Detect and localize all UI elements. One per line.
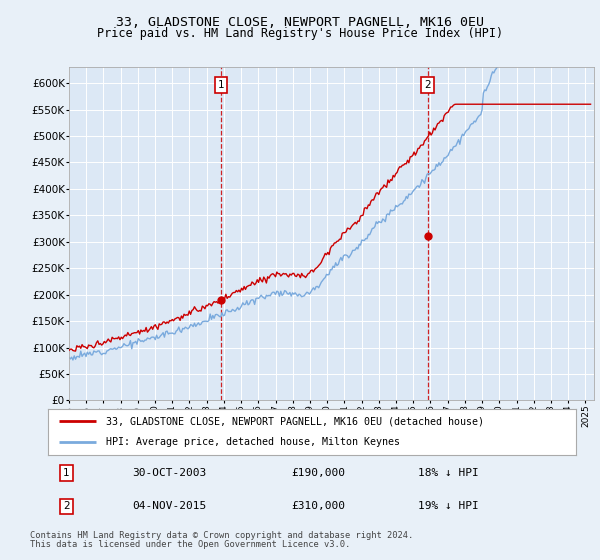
Text: 30-OCT-2003: 30-OCT-2003 [133, 468, 207, 478]
Text: 2: 2 [424, 80, 431, 90]
Text: £310,000: £310,000 [291, 501, 345, 511]
Text: 33, GLADSTONE CLOSE, NEWPORT PAGNELL, MK16 0EU (detached house): 33, GLADSTONE CLOSE, NEWPORT PAGNELL, MK… [106, 416, 484, 426]
Text: £190,000: £190,000 [291, 468, 345, 478]
Text: 1: 1 [63, 468, 70, 478]
Text: 18% ↓ HPI: 18% ↓ HPI [418, 468, 478, 478]
Text: 33, GLADSTONE CLOSE, NEWPORT PAGNELL, MK16 0EU: 33, GLADSTONE CLOSE, NEWPORT PAGNELL, MK… [116, 16, 484, 29]
Text: 1: 1 [218, 80, 224, 90]
Text: 2: 2 [63, 501, 70, 511]
Text: Contains HM Land Registry data © Crown copyright and database right 2024.: Contains HM Land Registry data © Crown c… [30, 531, 413, 540]
Text: This data is licensed under the Open Government Licence v3.0.: This data is licensed under the Open Gov… [30, 540, 350, 549]
Text: 19% ↓ HPI: 19% ↓ HPI [418, 501, 478, 511]
Text: HPI: Average price, detached house, Milton Keynes: HPI: Average price, detached house, Milt… [106, 437, 400, 447]
Text: 04-NOV-2015: 04-NOV-2015 [133, 501, 207, 511]
Text: Price paid vs. HM Land Registry's House Price Index (HPI): Price paid vs. HM Land Registry's House … [97, 27, 503, 40]
